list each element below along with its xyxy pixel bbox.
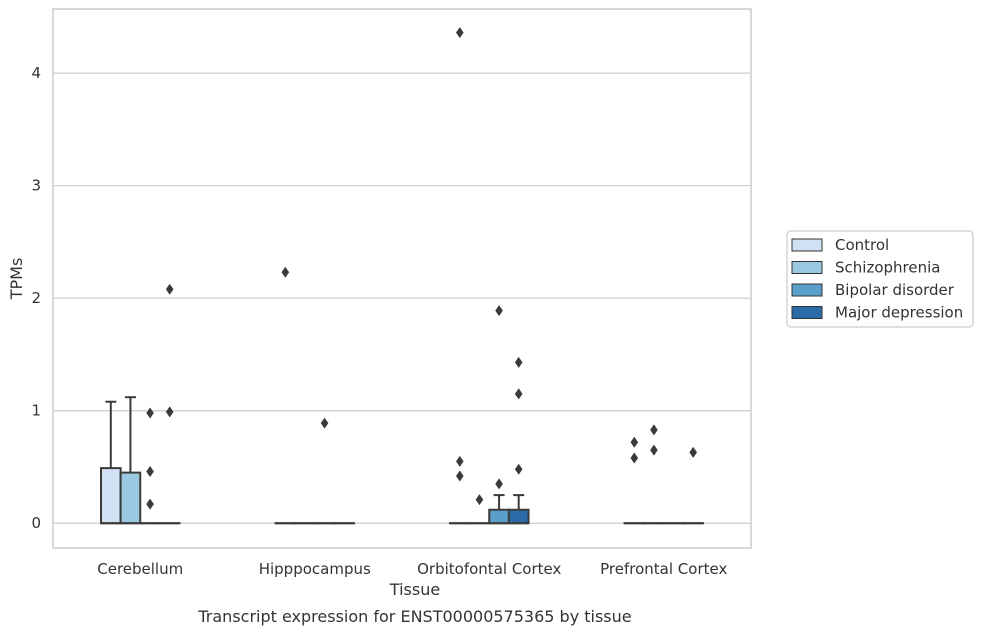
outlier-point xyxy=(514,463,523,475)
legend-label: Control xyxy=(835,236,889,254)
legend-frame xyxy=(786,230,974,328)
y-tick-label: 3 xyxy=(31,177,41,195)
outlier-point xyxy=(650,424,658,436)
outlier-point xyxy=(146,465,154,477)
outlier-point xyxy=(495,305,503,317)
legend-swatch xyxy=(791,261,823,274)
plot-frame xyxy=(52,8,752,549)
x-tick-label: Cerebellum xyxy=(97,560,183,578)
box-group xyxy=(99,400,122,525)
y-axis-label: TPMs xyxy=(7,258,26,301)
box-group xyxy=(468,494,491,525)
outlier-point xyxy=(475,494,484,506)
outlier-point xyxy=(146,498,154,510)
box-group xyxy=(313,417,336,525)
x-tick-labels: Cerebellum Hipppocampus Orbitofontal Corte… xyxy=(97,560,727,578)
box-group xyxy=(682,446,705,525)
legend-label: Schizophrenia xyxy=(835,259,940,277)
legend-swatch xyxy=(791,306,823,319)
box-group xyxy=(274,266,297,525)
box xyxy=(488,508,510,525)
boxes xyxy=(99,27,705,525)
box xyxy=(119,471,142,525)
outlier-point xyxy=(456,27,464,39)
box-group xyxy=(139,407,161,525)
legend-swatch xyxy=(791,238,823,252)
legend-swatch xyxy=(791,283,823,297)
box-group xyxy=(488,305,510,525)
box xyxy=(99,467,122,525)
box-group xyxy=(448,27,471,525)
outlier-point xyxy=(456,470,464,482)
box-group xyxy=(623,436,646,525)
chart-caption: Transcript expression for ENST0000057536… xyxy=(197,607,631,626)
outlier-point xyxy=(320,417,329,429)
box-group xyxy=(119,396,142,525)
x-tick-label: Orbitofontal Cortex xyxy=(417,560,561,578)
outlier-point xyxy=(456,455,464,467)
outlier-point xyxy=(281,266,290,278)
legend-label: Major depression xyxy=(835,304,963,322)
outlier-point xyxy=(165,406,174,418)
x-tick-label: Prefrontal Cortex xyxy=(600,560,727,578)
x-axis-label: Tissue xyxy=(389,580,440,599)
outlier-point xyxy=(165,283,174,295)
box-group xyxy=(158,283,181,525)
grid-lines xyxy=(53,72,751,524)
outlier-point xyxy=(514,356,523,368)
outlier-point xyxy=(630,452,639,464)
outlier-point xyxy=(514,388,523,400)
outlier-point xyxy=(650,444,658,456)
outlier-point xyxy=(689,446,697,458)
y-tick-label: 0 xyxy=(31,514,41,532)
x-tick-label: Hipppocampus xyxy=(259,560,371,578)
y-tick-labels: 0 1 2 3 4 xyxy=(31,64,41,532)
outlier-point xyxy=(630,436,639,448)
y-tick-label: 1 xyxy=(31,402,41,420)
outlier-point xyxy=(146,407,154,419)
y-tick-label: 2 xyxy=(31,289,41,307)
box xyxy=(507,508,530,525)
box-group xyxy=(643,424,665,525)
outlier-point xyxy=(495,478,503,490)
box-group xyxy=(507,356,530,525)
legend: Control Schizophrenia Bipolar disorder Majo… xyxy=(786,230,974,328)
y-tick-label: 4 xyxy=(31,64,41,82)
legend-label: Bipolar disorder xyxy=(835,281,955,299)
